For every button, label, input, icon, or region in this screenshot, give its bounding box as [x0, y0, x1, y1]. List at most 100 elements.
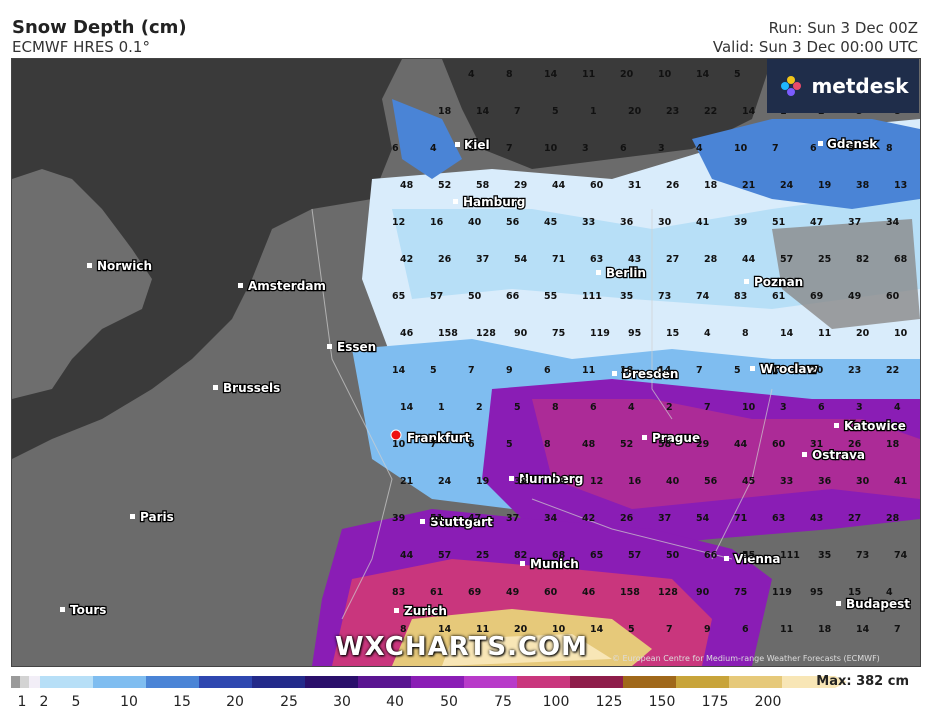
legend-swatch [305, 676, 358, 688]
snow-depth-value: 50 [468, 291, 482, 302]
city-label-essen: Essen [337, 340, 376, 354]
snow-depth-value: 10 [742, 402, 756, 413]
snow-depth-value: 95 [628, 328, 641, 339]
snow-depth-value: 40 [666, 476, 680, 487]
chart-title: Snow Depth (cm) [12, 17, 187, 38]
snow-depth-value: 5 [552, 106, 559, 117]
city-label-frankfurt: Frankfurt [407, 431, 471, 445]
legend-tick-label: 40 [386, 694, 404, 710]
snow-depth-value: 8 [886, 143, 893, 154]
snow-depth-value: 11 [582, 365, 595, 376]
snow-depth-value: 23 [848, 365, 861, 376]
logo-text: metdesk [811, 74, 909, 98]
snow-depth-value: 22 [704, 106, 717, 117]
snow-depth-value: 20 [856, 328, 870, 339]
snow-depth-value: 28 [704, 254, 718, 265]
city-marker-prague [642, 435, 647, 440]
snow-depth-value: 56 [506, 217, 520, 228]
snow-depth-value: 21 [742, 180, 755, 191]
snow-depth-value: 9 [704, 624, 711, 635]
ecmwf-credit: © European Centre for Medium-range Weath… [612, 654, 880, 663]
snow-depth-value: 61 [772, 291, 785, 302]
snow-depth-value: 14 [476, 106, 490, 117]
snow-depth-value: 90 [514, 328, 528, 339]
snow-depth-value: 26 [848, 439, 862, 450]
snow-depth-value: 23 [666, 106, 679, 117]
snow-depth-value: 2 [476, 402, 483, 413]
legend-tick-label: 100 [542, 694, 570, 710]
snow-depth-value: 68 [894, 254, 908, 265]
snow-depth-value: 45 [544, 217, 557, 228]
snow-depth-value: 13 [894, 180, 907, 191]
snow-depth-value: 2 [666, 402, 673, 413]
snow-depth-value: 60 [772, 439, 786, 450]
snow-depth-value: 20 [514, 624, 528, 635]
snow-depth-value: 111 [582, 291, 602, 302]
snow-depth-value: 6 [468, 439, 475, 450]
city-marker-vienna [724, 556, 729, 561]
legend-swatch [29, 676, 40, 688]
city-label-norwich: Norwich [97, 259, 152, 273]
snow-depth-value: 63 [590, 254, 603, 265]
pinwheel-logo-icon [781, 76, 802, 96]
snow-depth-value: 111 [780, 550, 800, 561]
legend-arrow [835, 676, 847, 688]
snow-depth-value: 128 [658, 587, 678, 598]
city-marker-gdansk [818, 141, 823, 146]
snow-depth-value: 4 [430, 143, 437, 154]
legend-swatch [411, 676, 464, 688]
snow-depth-value: 60 [886, 291, 900, 302]
snow-depth-value: 36 [620, 217, 634, 228]
legend-tick-label: 150 [648, 694, 676, 710]
city-marker-ostrava [802, 452, 807, 457]
city-label-tours: Tours [70, 603, 106, 617]
snow-depth-value: 18 [620, 365, 634, 376]
snow-depth-value: 60 [544, 587, 558, 598]
snow-depth-value: 39 [392, 513, 405, 524]
city-label-amsterdam: Amsterdam [248, 279, 326, 293]
city-label-stuttgart: Stuttgart [430, 515, 493, 529]
snow-depth-value: 41 [696, 217, 709, 228]
model-subtitle: ECMWF HRES 0.1° [12, 38, 150, 56]
snow-depth-value: 44 [742, 254, 756, 265]
snow-depth-value: 24 [438, 476, 452, 487]
city-marker-budapest [836, 601, 841, 606]
snow-depth-value: 14 [696, 69, 710, 80]
snow-depth-value: 54 [514, 254, 528, 265]
legend-swatch [464, 676, 517, 688]
snow-depth-value: 20 [810, 365, 824, 376]
snow-depth-value: 7 [704, 402, 711, 413]
legend-swatch [782, 676, 835, 688]
snow-depth-value: 71 [552, 254, 565, 265]
snow-depth-value: 6 [590, 402, 597, 413]
watermark: WXCHARTS.COM [335, 632, 589, 662]
run-time: Run: Sun 3 Dec 00Z [768, 19, 918, 37]
snow-band-20-north [692, 119, 920, 209]
snow-depth-value: 10 [544, 143, 558, 154]
snow-depth-value: 14 [590, 624, 604, 635]
snow-depth-value: 55 [742, 550, 755, 561]
city-label-gdansk: Gdansk [827, 137, 878, 151]
snow-depth-value: 34 [544, 513, 558, 524]
legend-tick-label: 5 [71, 694, 81, 710]
snow-depth-value: 51 [430, 513, 443, 524]
snow-depth-value: 20 [628, 106, 642, 117]
snow-depth-value: 43 [810, 513, 823, 524]
snow-depth-value: 14 [780, 328, 794, 339]
city-label-dresden: Dresden [622, 367, 678, 381]
legend-swatch [146, 676, 199, 688]
snow-band-75 [532, 399, 920, 509]
city-label-katowice: Katowice [844, 419, 906, 433]
snow-depth-value: 45 [742, 476, 755, 487]
city-label-paris: Paris [140, 510, 174, 524]
snow-depth-value: 3 [658, 143, 665, 154]
snow-depth-value: 25 [476, 550, 489, 561]
snow-depth-value: 52 [620, 439, 633, 450]
legend-swatch [20, 676, 29, 688]
snow-depth-value: 73 [856, 550, 869, 561]
legend-swatch [570, 676, 623, 688]
legend-tick-label: 175 [701, 694, 729, 710]
snow-depth-value: 55 [544, 291, 557, 302]
snow-depth-value: 73 [658, 291, 671, 302]
snow-depth-value: 41 [894, 476, 907, 487]
